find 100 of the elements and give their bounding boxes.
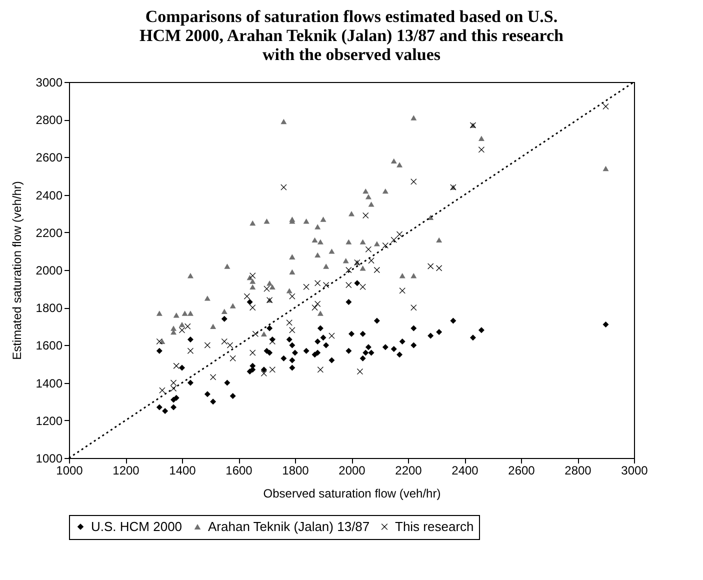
- point: [470, 334, 476, 341]
- x-tick-label: 1600: [226, 464, 253, 478]
- point: [204, 391, 210, 398]
- point: [286, 336, 292, 343]
- point: [374, 318, 380, 324]
- point: [396, 231, 403, 238]
- point: [280, 355, 287, 362]
- point: [362, 212, 369, 218]
- point: [179, 364, 185, 371]
- point: [312, 304, 318, 311]
- point: [390, 346, 397, 352]
- point: [346, 282, 352, 288]
- point: [428, 263, 434, 270]
- point: [410, 304, 417, 311]
- point: [260, 366, 267, 373]
- x-tick-label: 1200: [112, 464, 140, 478]
- point: [399, 338, 406, 344]
- x-tick-label: 1000: [56, 464, 84, 478]
- point: [348, 330, 354, 337]
- point: [317, 325, 324, 332]
- point: [221, 316, 228, 322]
- point: [246, 298, 253, 305]
- y-tick-label: 1400: [36, 376, 63, 390]
- x-tick-label: 1400: [169, 464, 196, 478]
- point: [374, 267, 380, 273]
- point: [221, 338, 228, 344]
- point: [170, 404, 177, 410]
- point: [204, 342, 210, 348]
- point: [210, 374, 216, 380]
- y-tick-label: 1800: [36, 301, 63, 316]
- legend-label: This research: [395, 518, 474, 534]
- x-tick-label: 2000: [338, 464, 366, 478]
- x-tick-label: 2400: [452, 464, 479, 478]
- y-tick-label: 2200: [36, 226, 63, 240]
- x-tick-label: 3000: [621, 464, 648, 478]
- point: [314, 338, 321, 344]
- point: [170, 380, 177, 386]
- point: [360, 355, 366, 362]
- point: [320, 334, 326, 341]
- point: [162, 408, 168, 414]
- point: [346, 298, 352, 305]
- y-axis-title: Estimated saturation flow (veh/hr): [10, 181, 24, 360]
- point: [314, 280, 321, 286]
- point: [346, 267, 352, 273]
- point: [244, 293, 250, 300]
- point: [410, 342, 417, 348]
- point: [328, 357, 335, 364]
- point: [368, 258, 374, 264]
- x-tick-label: 1800: [282, 464, 310, 478]
- y-tick-label: 2400: [36, 188, 63, 202]
- point: [450, 318, 456, 324]
- point: [314, 350, 321, 356]
- point: [602, 103, 609, 110]
- y-tick-label: 2600: [36, 150, 63, 165]
- point: [303, 348, 310, 354]
- point: [346, 348, 352, 354]
- point: [289, 342, 296, 348]
- point: [266, 350, 273, 356]
- point: [230, 392, 236, 399]
- x-axis-title: Observed saturation flow (veh/hr): [263, 486, 441, 500]
- point: [292, 350, 298, 356]
- point: [478, 327, 484, 334]
- point: [478, 146, 484, 153]
- point: [289, 357, 296, 364]
- x-tick-label: 2800: [564, 464, 592, 478]
- point: [602, 322, 609, 328]
- point: [156, 348, 162, 354]
- point: [289, 364, 296, 371]
- point: [224, 380, 230, 386]
- point: [314, 300, 321, 307]
- y-tick-label: 3000: [36, 76, 63, 90]
- point: [250, 350, 256, 356]
- point: [365, 344, 372, 350]
- point: [360, 330, 366, 337]
- point: [227, 342, 234, 348]
- point: [303, 284, 310, 290]
- point: [187, 348, 194, 354]
- legend-label: Arahan Teknik (Jalan) 13/87: [208, 518, 370, 534]
- point: [382, 344, 388, 350]
- point: [428, 332, 434, 339]
- point: [179, 327, 185, 334]
- point: [354, 280, 360, 286]
- point: [436, 329, 442, 336]
- point: [362, 350, 369, 356]
- point: [187, 380, 194, 386]
- x-tick-label: 2200: [395, 464, 422, 478]
- point: [360, 284, 366, 290]
- point: [368, 350, 374, 356]
- point: [396, 352, 403, 358]
- point: [410, 325, 417, 332]
- chart-title: Comparisons of saturation flows estimated based on U.S. HCM 2000, Arahan Teknik (Jalan) 13/87 and this research with the observed values: [140, 7, 564, 64]
- y-tick-label: 1600: [36, 338, 63, 353]
- point: [323, 342, 330, 348]
- x-tick-label: 2600: [508, 464, 536, 478]
- y-tick-label: 2800: [36, 113, 63, 128]
- point: [187, 336, 194, 343]
- point: [246, 368, 253, 375]
- point: [156, 404, 162, 410]
- y-tick-label: 2000: [36, 264, 63, 278]
- y-tick-label: 1000: [36, 452, 63, 466]
